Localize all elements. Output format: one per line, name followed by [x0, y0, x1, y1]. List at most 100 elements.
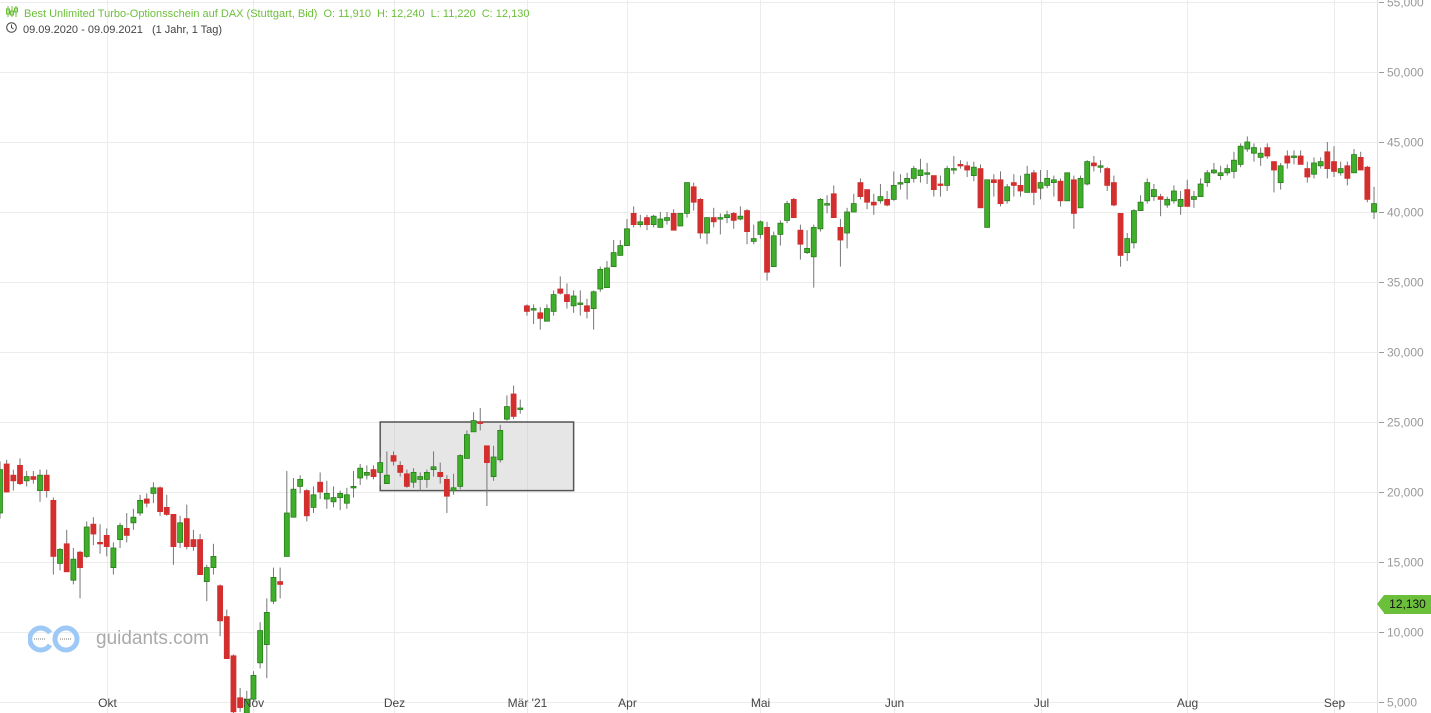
candle-body [1297, 155, 1304, 165]
candle-body [1110, 182, 1117, 206]
candle-body [590, 291, 597, 309]
candle-body [1017, 184, 1024, 192]
candle-body [777, 222, 784, 235]
candle-body [390, 455, 397, 462]
period-text: (1 Jahr, 1 Tag) [151, 24, 223, 36]
candle-body [630, 212, 637, 225]
candle-body [730, 212, 737, 221]
candles [0, 136, 1377, 713]
candle-up [137, 494, 143, 516]
candle-body [657, 218, 664, 228]
candle-body [890, 184, 897, 200]
candle-body [370, 469, 377, 478]
candle-body [1251, 147, 1257, 154]
candle-down [1157, 193, 1164, 217]
candle-body [517, 407, 524, 410]
candle-body [470, 420, 477, 433]
ohlc-close: C: 12,130 [481, 8, 530, 20]
candle-up [177, 515, 183, 548]
x-tick-label: Dez [384, 696, 405, 710]
candle-down [437, 462, 444, 484]
candle-body [63, 543, 70, 573]
candle-up [910, 165, 917, 183]
x-tick-label: Jul [1034, 696, 1049, 710]
candle-down [1110, 175, 1117, 207]
candle-body [757, 221, 764, 235]
candle-body [850, 203, 857, 213]
candle-up [383, 451, 390, 485]
candle-down [797, 224, 804, 260]
candle-body [1177, 198, 1184, 207]
candle-body [290, 488, 297, 518]
candle-down [710, 207, 717, 228]
candle-down [644, 214, 650, 231]
candle-up [850, 193, 857, 213]
candle-body [377, 462, 384, 473]
candle-down [1304, 161, 1311, 183]
candle-body [997, 179, 1004, 205]
candle-up [1291, 150, 1297, 165]
candle-body [670, 212, 677, 231]
candle-up [1277, 163, 1284, 190]
candle-body [330, 497, 337, 503]
ohlc-open: O: 11,910 [323, 8, 371, 20]
candle-body [350, 485, 357, 489]
candle-body [363, 471, 370, 476]
candle-body [250, 675, 257, 700]
candle-up [1197, 178, 1204, 197]
candle-body [1084, 161, 1091, 185]
candle-down [670, 209, 677, 231]
y-tick-label: 10,000 [1387, 626, 1424, 640]
candle-down [43, 469, 50, 498]
candle-body [724, 214, 730, 219]
candle-down [1030, 170, 1037, 205]
candle-down [223, 609, 230, 659]
candle-body [504, 406, 510, 420]
candle-up [577, 290, 584, 316]
candle-up [1084, 160, 1091, 186]
candle-down [1070, 175, 1077, 229]
candle-down [237, 688, 244, 712]
candle-body [557, 288, 564, 294]
clock-icon[interactable] [6, 22, 17, 36]
candle-body [310, 494, 317, 508]
candle-down [864, 189, 870, 210]
candle-up [504, 395, 510, 421]
candle-body [1044, 177, 1051, 186]
candle-body [117, 525, 123, 540]
candle-up [944, 165, 951, 191]
candle-body [877, 196, 884, 202]
x-tick-label: Okt [98, 696, 117, 710]
guidants-logo-text: guidants.com [96, 628, 210, 649]
candle-down [277, 567, 284, 599]
candle-body [904, 177, 911, 183]
candle-body [924, 172, 931, 175]
candle-body [143, 498, 150, 504]
candle-down [10, 469, 17, 491]
candle-down [403, 469, 410, 488]
candle-down [443, 475, 450, 513]
candle-body [1171, 190, 1177, 202]
candle-body [1277, 165, 1284, 184]
candle-down [97, 524, 103, 554]
candle-up [677, 212, 684, 227]
last-price-tag: 12,130 [1377, 595, 1431, 614]
candle-down [764, 221, 770, 281]
candle-body [57, 549, 63, 564]
x-tick-label: Jun [885, 696, 904, 710]
candle-body [70, 558, 77, 581]
candle-up [110, 542, 117, 575]
ohlc-low: L: 11,220 [430, 8, 476, 20]
candle-up [1050, 175, 1057, 197]
candlestick-icon[interactable] [6, 6, 18, 20]
candle-body [90, 523, 97, 535]
candle-body [197, 539, 204, 575]
candle-body [1231, 159, 1237, 172]
candle-body [437, 471, 444, 477]
candle-up [37, 469, 43, 502]
candle-body [744, 210, 750, 233]
candle-up [1151, 184, 1157, 201]
candle-body [984, 179, 991, 228]
candle-body [130, 516, 137, 524]
candle-up [250, 671, 257, 702]
